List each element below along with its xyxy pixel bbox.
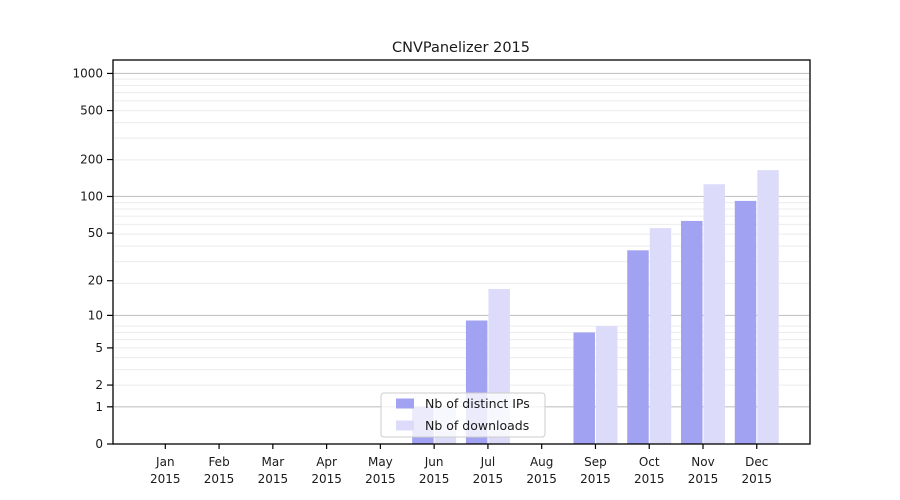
x-tick-label-year: 2015 [258,472,289,486]
bar-distinct-ips [627,250,649,444]
legend-swatch-downloads-icon [396,420,414,431]
y-tick-label: 20 [88,274,103,288]
plot-border [112,59,811,445]
x-tick-label-year: 2015 [419,472,450,486]
x-tick-label-month: May [368,455,393,469]
x-tick-label-month: Sep [584,455,607,469]
x-tick-label-month: Jan [155,455,175,469]
x-tick-label-month: Jun [424,455,444,469]
x-tick-label-year: 2015 [150,472,181,486]
x-tick-label-year: 2015 [365,472,396,486]
x-tick-label-month: Oct [639,455,660,469]
x-tick-label-year: 2015 [580,472,611,486]
x-tick-label-month: Aug [530,455,553,469]
legend-box [380,392,546,438]
chart-title: CNVPanelizer 2015 [392,40,530,56]
bar-downloads [757,170,779,444]
x-tick-label-year: 2015 [688,472,719,486]
y-tick-label: 1 [95,400,103,414]
legend-swatch-distinct-ips-icon [396,398,414,409]
x-tick-label-year: 2015 [473,472,504,486]
bar-distinct-ips [734,200,757,444]
x-tick-label-year: 2015 [204,472,235,486]
y-tick-label: 2 [95,378,103,392]
bar-downloads [649,228,672,444]
x-tick-label-year: 2015 [526,472,557,486]
y-tick-label: 200 [80,153,103,167]
y-tick-label: 100 [80,189,103,203]
bar-downloads [703,184,725,444]
bar-distinct-ips [681,220,703,444]
x-tick-label-year: 2015 [741,472,772,486]
bar-downloads [595,326,618,444]
x-tick-label-month: Dec [745,455,768,469]
x-tick-label-year: 2015 [311,472,342,486]
legend-label-downloads: Nb of downloads [425,418,529,433]
x-tick-label-month: Mar [262,455,285,469]
y-tick-label: 1000 [72,66,103,80]
y-tick-label: 500 [80,104,103,118]
x-tick-label-month: Feb [208,455,229,469]
x-tick-label-year: 2015 [634,472,665,486]
x-tick-label-month: Apr [316,455,337,469]
y-tick-label: 50 [88,226,103,240]
x-tick-label-month: Nov [691,455,714,469]
y-tick-label: 5 [95,341,103,355]
axis-labels-layer: 0 1 2 5 10 20 50 100 200 500 1000 Jan 2015 Feb 2015 Mar… [72,66,772,486]
y-tick-label: 0 [95,437,103,451]
bars-layer [412,170,779,444]
bar-distinct-ips [573,332,595,444]
axis-ticks-layer [107,72,758,449]
legend: Nb of distinct IPs Nb of downloads [380,392,546,438]
legend-label-distinct-ips: Nb of distinct IPs [425,396,530,411]
y-tick-label: 10 [88,308,103,322]
x-tick-label-month: Jul [480,455,495,469]
